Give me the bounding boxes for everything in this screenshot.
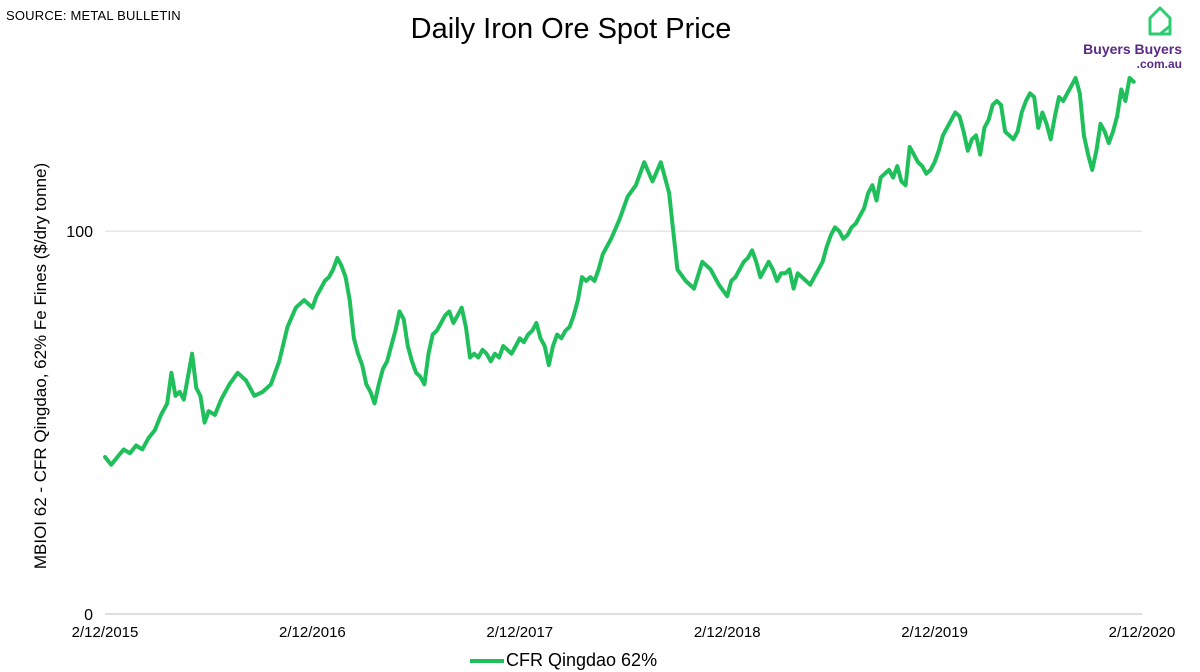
house-icon xyxy=(1148,6,1172,36)
x-tick-label: 2/12/2019 xyxy=(901,624,968,641)
brand-logo: Buyers Buyers .com.au xyxy=(1078,4,1190,74)
x-tick-label: 2/12/2018 xyxy=(694,624,761,641)
legend: CFR Qingdao 62% xyxy=(470,650,657,671)
x-tick-label: 2/12/2017 xyxy=(486,624,553,641)
chart-title: Daily Iron Ore Spot Price xyxy=(410,13,732,45)
source-note: SOURCE: METAL BULLETIN xyxy=(6,8,181,23)
y-tick-label: 100 xyxy=(66,224,93,241)
y-tick-label: 0 xyxy=(84,607,93,624)
x-tick-label: 2/12/2020 xyxy=(1109,624,1176,641)
legend-label: CFR Qingdao 62% xyxy=(506,650,658,670)
x-tick-label: 2/12/2015 xyxy=(72,624,139,641)
legend-swatch xyxy=(470,658,504,663)
y-axis-label: MBIOI 62 - CFR Qingdao, 62% Fe Fines ($/… xyxy=(31,163,50,569)
logo-domain: .com.au xyxy=(1136,57,1182,71)
series-line xyxy=(103,76,1136,467)
logo-name: Buyers Buyers xyxy=(1083,41,1182,57)
x-tick-label: 2/12/2016 xyxy=(279,624,346,641)
